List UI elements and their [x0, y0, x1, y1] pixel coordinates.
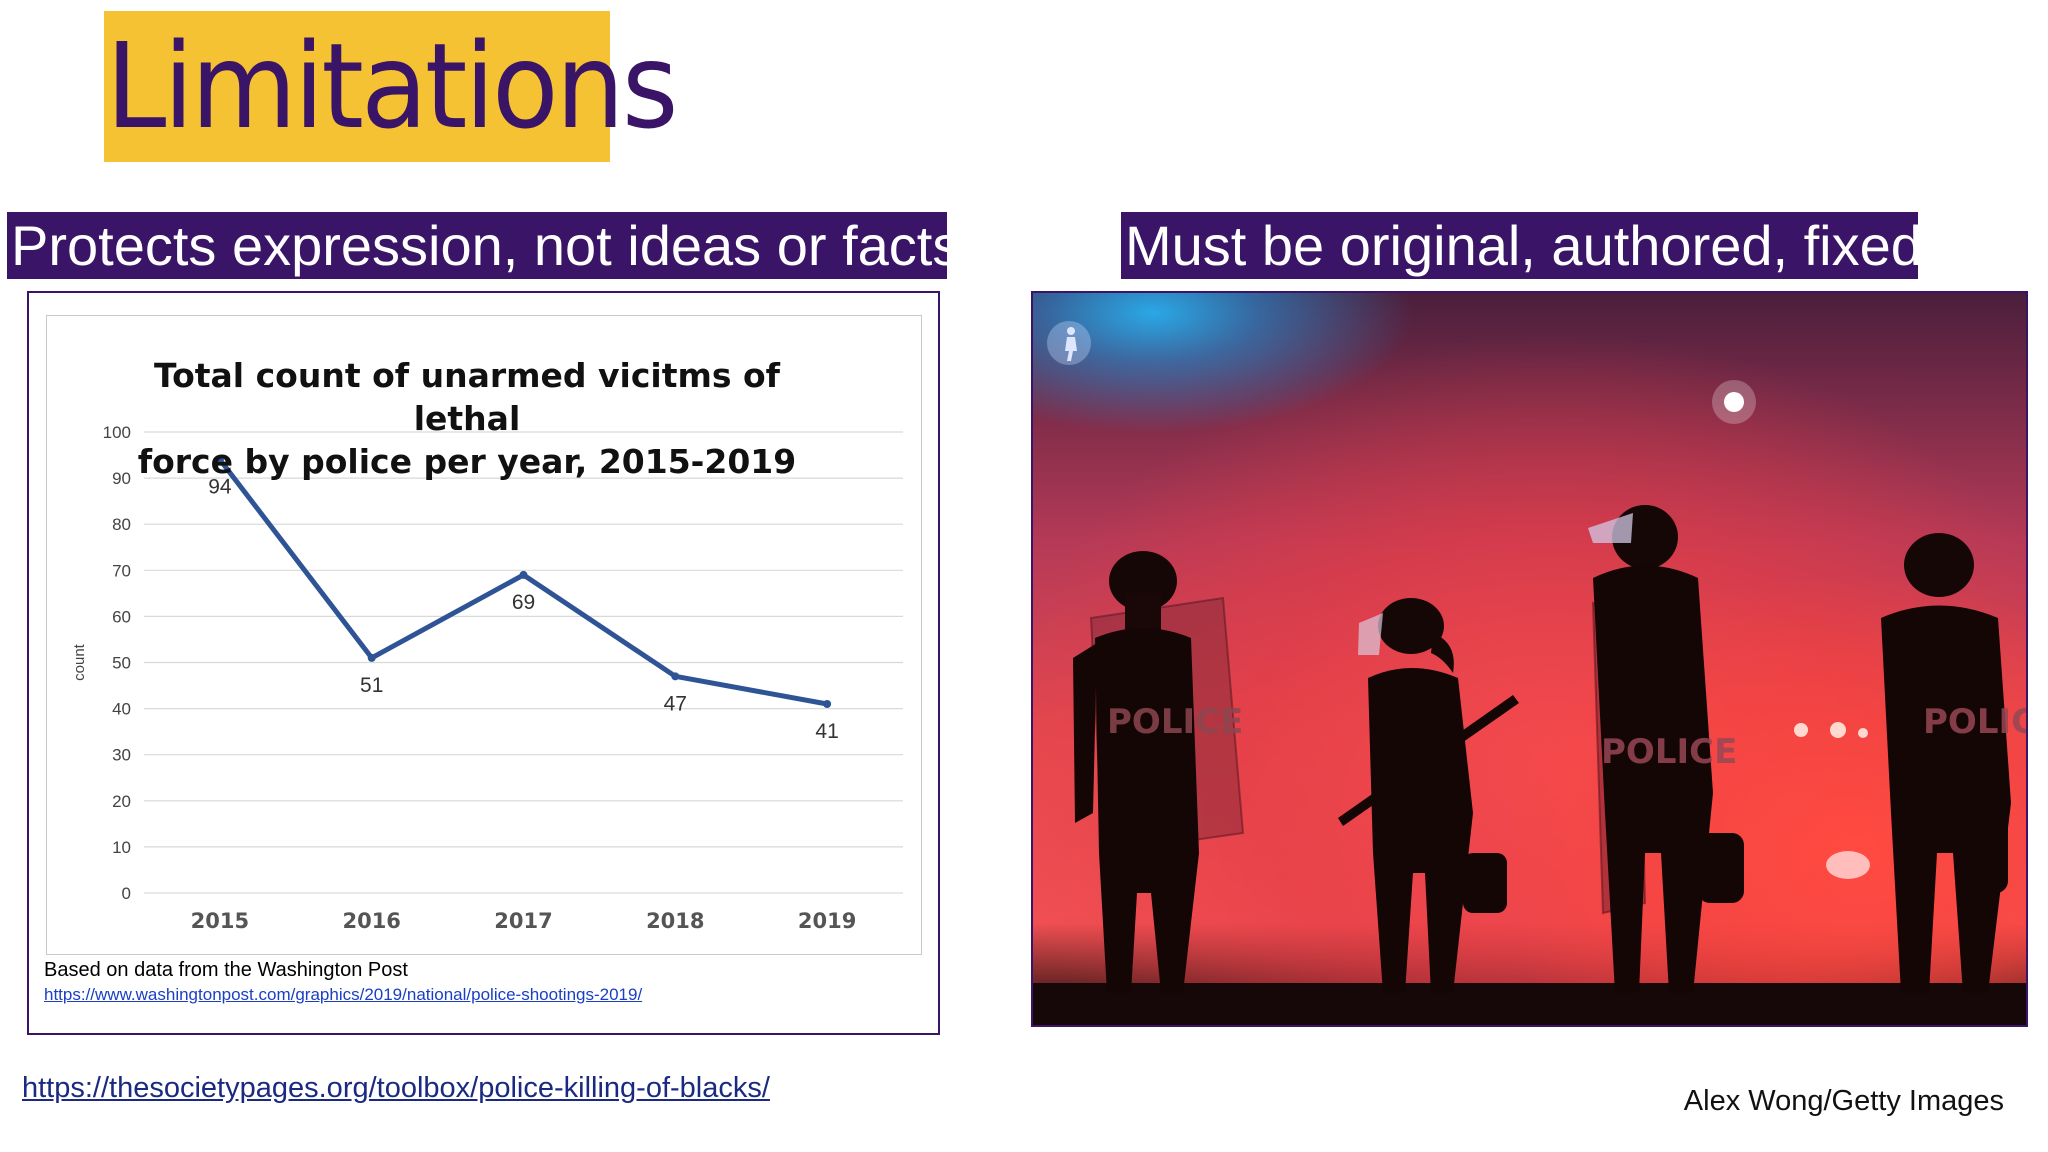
line-chart: 0 10 20 30 40 50 60 70 80 90 100 count 2015 2016 2017 2…: [71, 423, 903, 933]
data-label: 41: [815, 720, 838, 743]
x-tick-label: 2019: [798, 909, 856, 933]
chart-title-line-2: force by police per year, 2015-2019: [137, 442, 797, 481]
y-tick-label: 10: [112, 838, 131, 857]
data-point: [367, 653, 376, 662]
officer-silhouette-2: [1338, 598, 1519, 993]
data-label: 47: [664, 692, 687, 715]
data-point: [215, 455, 224, 464]
y-tick-label: 100: [103, 423, 131, 442]
left-heading: Protects expression, not ideas or facts: [7, 212, 947, 279]
chart-panel: 0 10 20 30 40 50 60 70 80 90 100 count 2015 2016 2017 2…: [27, 291, 940, 1035]
data-point: [671, 672, 680, 681]
officer-silhouette-1: POLICE: [1073, 551, 1245, 993]
data-point: [519, 570, 528, 579]
officer-silhouette-3: POLICE: [1588, 505, 1744, 993]
background-lights: [1794, 722, 1870, 879]
x-tick-label: 2018: [646, 909, 704, 933]
data-point: [823, 699, 832, 708]
y-tick-label: 40: [112, 700, 131, 719]
data-label: 51: [360, 674, 383, 697]
right-heading: Must be original, authored, fixed: [1121, 212, 1918, 279]
x-tick-label: 2015: [191, 909, 249, 933]
chart-area: 0 10 20 30 40 50 60 70 80 90 100 count 2015 2016 2017 2…: [46, 315, 922, 955]
chart-source-note: Based on data from the Washington Post: [44, 959, 408, 981]
y-tick-label: 80: [112, 515, 131, 534]
source-link[interactable]: https://thesocietypages.org/toolbox/poli…: [22, 1072, 770, 1104]
chart-source-link[interactable]: https://www.washingtonpost.com/graphics/…: [44, 985, 643, 1004]
x-tick-label: 2017: [494, 909, 552, 933]
chart-title-line-1: Total count of unarmed vicitms of lethal: [153, 356, 781, 438]
y-axis-label: count: [71, 643, 88, 681]
chart-title: Total count of unarmed vicitms of lethal…: [107, 354, 827, 483]
officer-1-shield-text: POLICE: [1107, 702, 1243, 742]
y-tick-label: 20: [112, 792, 131, 811]
officer-3-shield-text: POLICE: [1601, 732, 1737, 772]
police-silhouette-photo: POLICE POLICE POLICE: [1031, 291, 2028, 1027]
data-label: 69: [512, 591, 535, 614]
series-line: [217, 457, 830, 707]
x-tick-label: 2016: [342, 909, 400, 933]
y-tick-label: 90: [112, 469, 131, 488]
walk-signal-icon: [1047, 321, 1091, 365]
officer-4-vest-text: POLICE: [1923, 702, 2026, 742]
photo-credit: Alex Wong/Getty Images: [1683, 1085, 2004, 1117]
y-tick-label: 60: [112, 607, 131, 626]
y-tick-label: 30: [112, 746, 131, 765]
photo-illustration: POLICE POLICE POLICE: [1033, 321, 2026, 1025]
y-tick-label: 50: [112, 654, 131, 673]
y-tick-label: 70: [112, 561, 131, 580]
data-label: 94: [208, 476, 232, 499]
officer-silhouette-4: POLICE: [1881, 533, 2026, 993]
slide-title: Limitations: [105, 17, 679, 155]
y-tick-label: 0: [122, 884, 131, 903]
title-banner: Limitations: [104, 11, 679, 162]
street-light: [1724, 392, 1744, 412]
